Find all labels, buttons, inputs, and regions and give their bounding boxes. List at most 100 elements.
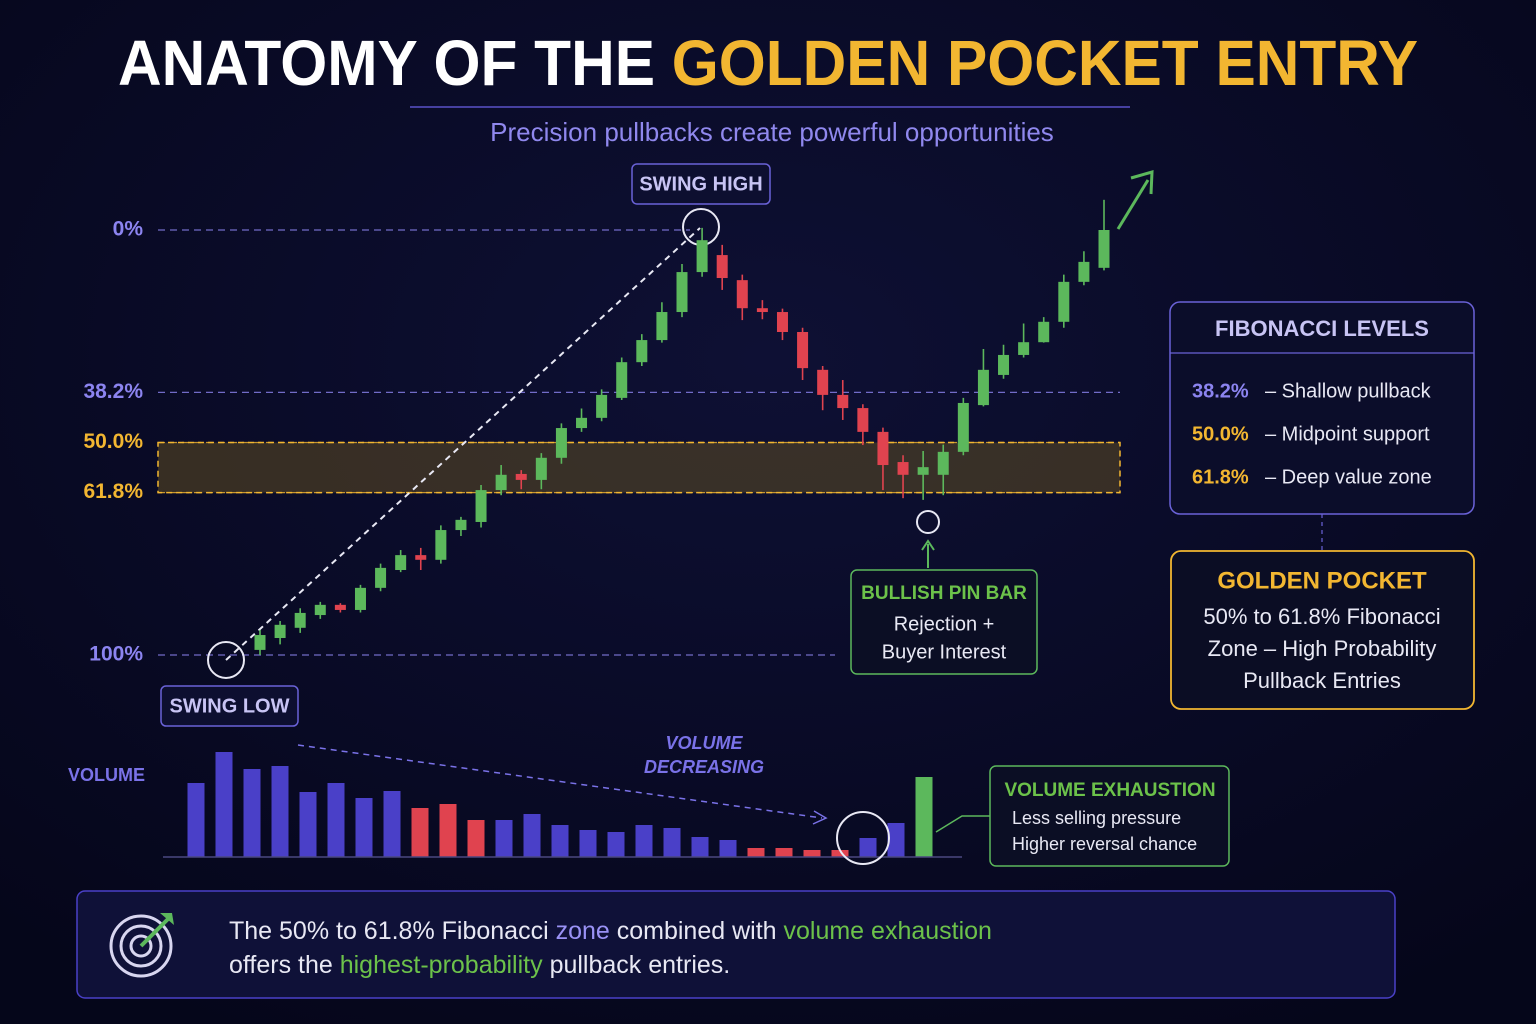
volume-bar <box>299 792 317 857</box>
pin-bar-line: Buyer Interest <box>882 641 1007 663</box>
volume-bar <box>495 820 513 857</box>
volume-decreasing: VOLUME <box>665 733 743 753</box>
volume-bar <box>551 825 569 857</box>
volume-bar <box>747 848 765 857</box>
candle-body <box>254 635 266 650</box>
candle-body <box>455 519 467 531</box>
candle-body <box>1058 281 1070 322</box>
note-segment: The 50% to 61.8% Fibonacci <box>229 917 556 945</box>
candle-body <box>596 394 608 418</box>
note-panel <box>76 890 1396 999</box>
note-segment: highest-probability <box>340 951 543 979</box>
candle-body <box>716 255 728 279</box>
exhaustion-line: Less selling pressure <box>1012 808 1181 828</box>
candle-body <box>294 612 306 628</box>
candle-body <box>1078 261 1090 282</box>
candle-body <box>475 490 487 522</box>
pin-bar-line: Rejection + <box>894 613 995 635</box>
target-dart <box>139 915 172 948</box>
volume-bar <box>915 777 933 857</box>
volume-bar <box>327 783 345 857</box>
golden-zone <box>157 441 1121 494</box>
candle-body <box>776 312 788 332</box>
candle-body <box>555 428 567 458</box>
candle-body <box>877 431 889 466</box>
candle-body <box>616 362 628 398</box>
candle-body <box>756 308 768 313</box>
volume-bar <box>467 820 485 857</box>
candle-body <box>1038 321 1050 343</box>
note-segment: volume exhaustion <box>784 917 992 945</box>
candle-body <box>957 402 969 452</box>
exhaustion-connector <box>935 815 990 833</box>
target-ring <box>109 914 173 978</box>
golden-box-line: 50% to 61.8% Fibonacci <box>1203 604 1440 629</box>
swing-high-label-box <box>631 163 771 205</box>
candle-body <box>937 451 949 475</box>
candle-body <box>274 624 286 638</box>
note-segment: offers the <box>229 951 340 979</box>
fib-entry-level: 38.2% <box>1192 380 1249 402</box>
candle-body <box>375 567 387 588</box>
volume-bar <box>579 830 597 857</box>
candle-body <box>334 604 346 610</box>
swing-low-circle <box>207 641 245 679</box>
subtitle: Precision pullbacks create powerful oppo… <box>490 117 1054 147</box>
candle-body <box>977 369 989 406</box>
candle-body <box>515 473 527 480</box>
fib-entry-desc: – Deep value zone <box>1265 466 1432 488</box>
fib-entry-level: 50.0% <box>1192 423 1249 445</box>
target-ring <box>119 924 163 968</box>
target-ring <box>129 934 153 958</box>
golden-box-line: Pullback Entries <box>1243 668 1401 693</box>
volume-bar <box>635 825 653 857</box>
target-icon <box>109 913 174 978</box>
fib-entry-desc: – Midpoint support <box>1265 423 1430 445</box>
volume-bar <box>523 814 541 857</box>
volume-bar <box>355 798 373 857</box>
y-tick-label: 50.0% <box>83 430 143 453</box>
golden-box <box>1170 550 1475 710</box>
exhaustion-line: Higher reversal chance <box>1012 834 1197 854</box>
volume-bar <box>719 840 737 857</box>
candle-body <box>435 530 447 560</box>
swing-low-label-box <box>160 685 299 727</box>
note-line: The 50% to 61.8% Fibonacci zone combined… <box>229 917 992 945</box>
volume-bar <box>691 837 709 857</box>
volume-bar <box>663 828 681 857</box>
volume-decreasing: DECREASING <box>644 757 764 777</box>
exhaustion-box <box>989 765 1230 867</box>
note-segment: pullback entries. <box>543 951 731 979</box>
fib-box-title: FIBONACCI LEVELS <box>1215 316 1429 341</box>
candle-body <box>696 240 708 273</box>
golden-box-title: GOLDEN POCKET <box>1217 567 1427 594</box>
volume-bar <box>607 832 625 857</box>
candle-body <box>1018 342 1030 355</box>
candle-body <box>917 467 929 475</box>
y-tick-label: 100% <box>89 643 143 666</box>
candle-body <box>676 272 688 313</box>
candle-body <box>897 462 909 475</box>
candle-body <box>314 604 326 616</box>
volume-bar <box>187 783 205 857</box>
trend-arrow <box>1116 179 1150 230</box>
volume-label: VOLUME <box>68 765 145 785</box>
candle-body <box>576 417 588 429</box>
candle-body <box>817 369 829 395</box>
exhaustion-title: VOLUME EXHAUSTION <box>1004 780 1215 801</box>
volume-bar <box>887 823 905 857</box>
volume-bar <box>775 848 793 857</box>
exhaustion-circle <box>836 811 890 865</box>
golden-box-line: Zone – High Probability <box>1208 636 1437 661</box>
pin-bar-box <box>850 569 1038 675</box>
volume-trend <box>297 744 823 819</box>
volume-trend-head <box>812 810 828 825</box>
volume-bar <box>243 769 261 857</box>
volume-bar <box>831 850 849 857</box>
candle-body <box>797 332 809 369</box>
swing-line <box>225 227 701 661</box>
volume-bar <box>803 850 821 857</box>
volume-bar <box>439 804 457 857</box>
candle-body <box>354 587 366 610</box>
